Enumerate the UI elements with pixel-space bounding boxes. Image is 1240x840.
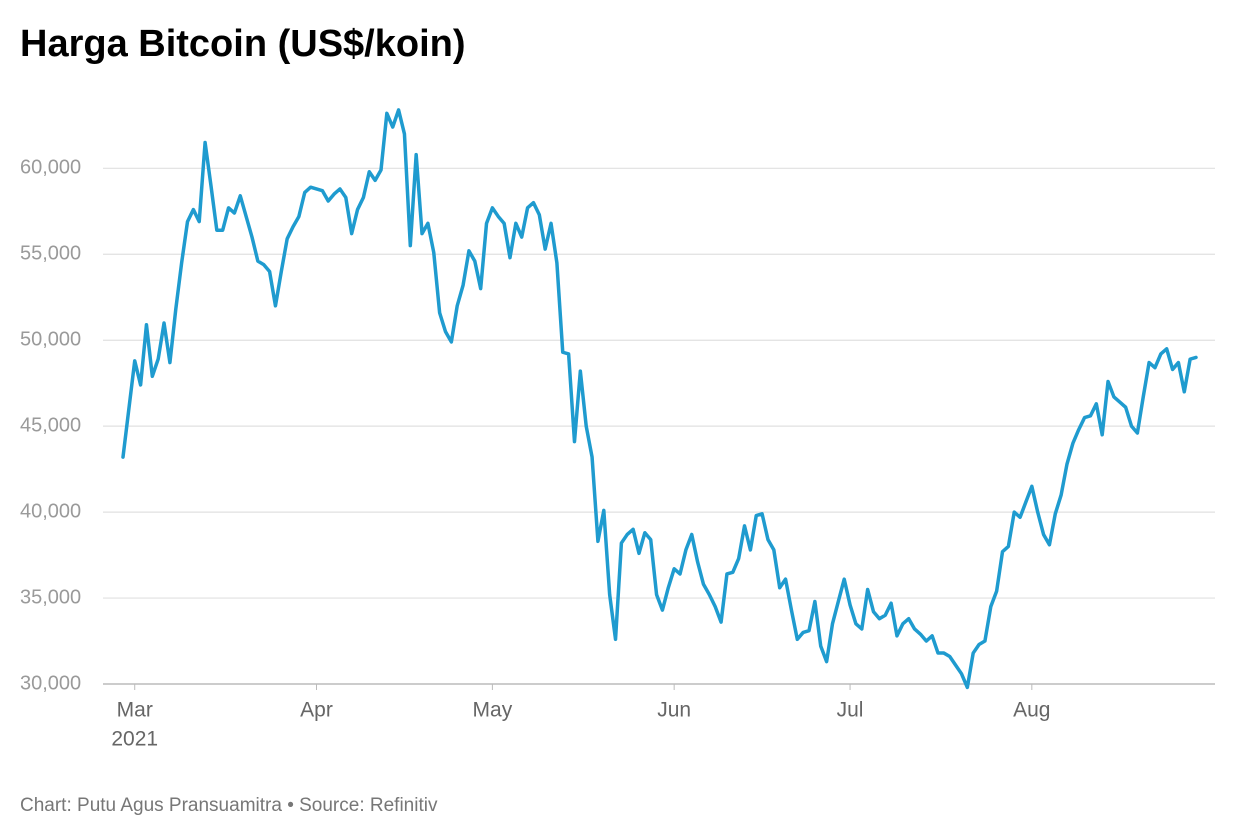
x-tick-label: Jun	[657, 699, 691, 722]
y-tick-label: 50,000	[20, 328, 81, 350]
x-year-label: 2021	[111, 728, 158, 751]
chart-credit: Chart: Putu Agus Pransuamitra • Source: …	[20, 795, 438, 816]
y-tick-label: 35,000	[20, 586, 81, 608]
x-tick-label: Mar	[117, 699, 153, 722]
price-line	[121, 108, 1198, 690]
x-tick-label: Apr	[300, 699, 333, 722]
y-tick-label: 60,000	[20, 157, 81, 179]
x-tick-label: Jul	[837, 699, 864, 722]
y-tick-label: 45,000	[20, 414, 81, 436]
y-tick-label: 40,000	[20, 500, 81, 522]
x-tick-label: Aug	[1013, 699, 1050, 722]
y-tick-label: 55,000	[20, 243, 81, 265]
y-tick-label: 30,000	[20, 672, 81, 694]
chart-title: Harga Bitcoin (US$/koin)	[20, 23, 466, 65]
x-tick-label: May	[473, 699, 513, 722]
